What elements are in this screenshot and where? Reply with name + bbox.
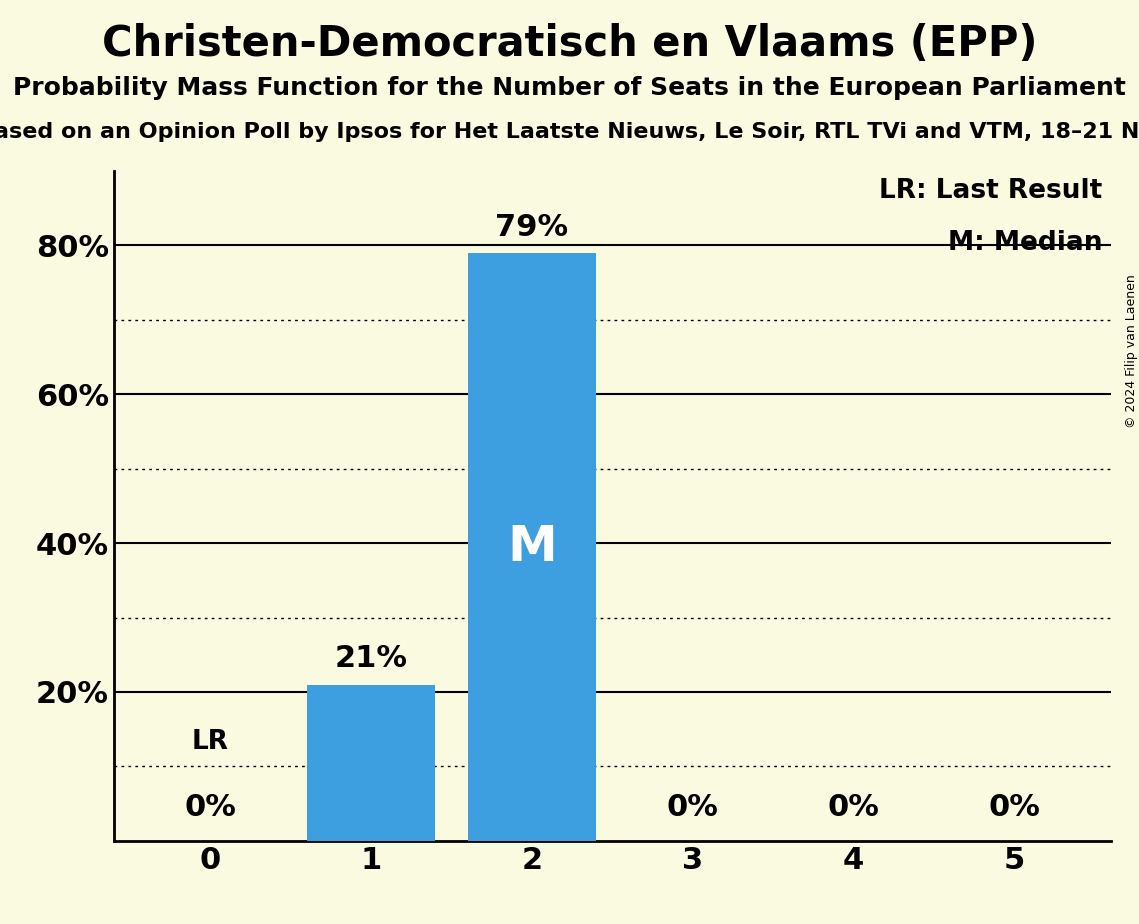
Text: Christen-Democratisch en Vlaams (EPP): Christen-Democratisch en Vlaams (EPP) — [101, 23, 1038, 65]
Text: LR: Last Result: LR: Last Result — [879, 178, 1103, 204]
Text: LR: LR — [191, 729, 229, 755]
Text: M: M — [507, 523, 557, 571]
Text: 79%: 79% — [495, 213, 568, 242]
Text: 0%: 0% — [827, 793, 879, 822]
Text: M: Median: M: Median — [948, 230, 1103, 257]
Text: 0%: 0% — [185, 793, 236, 822]
Text: Probability Mass Function for the Number of Seats in the European Parliament: Probability Mass Function for the Number… — [13, 76, 1126, 100]
Text: © 2024 Filip van Laenen: © 2024 Filip van Laenen — [1124, 274, 1138, 428]
Bar — [467, 253, 596, 841]
Bar — [306, 685, 435, 841]
Text: 0%: 0% — [666, 793, 719, 822]
Text: 0%: 0% — [989, 793, 1040, 822]
Text: 21%: 21% — [335, 644, 408, 674]
Text: Based on an Opinion Poll by Ipsos for Het Laatste Nieuws, Le Soir, RTL TVi and V: Based on an Opinion Poll by Ipsos for He… — [0, 122, 1139, 142]
